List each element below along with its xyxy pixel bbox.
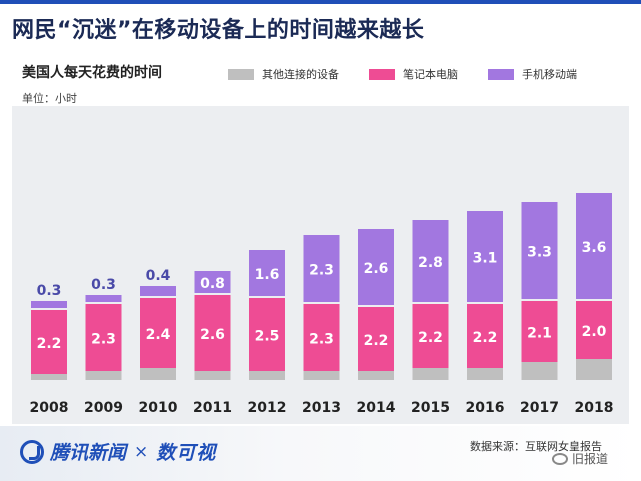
x-tick-label-2017: 2017	[520, 400, 559, 416]
x-tick-label-2018: 2018	[575, 400, 614, 416]
brand-separator: ×	[134, 441, 149, 462]
data-label-2012-series-1: 2.5	[255, 329, 280, 345]
data-label-2015-series-1: 2.2	[418, 330, 443, 346]
chart-legend: 其他连接的设备 笔记本电脑 手机移动端	[228, 66, 577, 82]
bar-2008-series-0	[31, 374, 67, 380]
bar-2010-series-0	[140, 368, 176, 380]
data-source: 数据来源：互联网女皇报告	[470, 440, 602, 453]
x-tick-label-2013: 2013	[302, 400, 341, 416]
data-label-2017-series-1: 2.1	[527, 326, 552, 342]
tencent-news-logo-icon	[20, 439, 44, 464]
brand: 腾讯新闻 × 数可视	[20, 438, 216, 465]
data-label-2017-series-2: 3.3	[527, 245, 552, 261]
brand-name: 腾讯新闻	[50, 442, 127, 464]
bar-2018-series-0	[576, 359, 612, 380]
bar-2017-series-0	[521, 362, 558, 380]
partner-name: 数可视	[156, 442, 217, 464]
bar-2009-series-1	[85, 304, 122, 371]
data-label-2016-series-1: 2.2	[473, 330, 498, 346]
footer: 腾讯新闻 × 数可视 数据来源：互联网女皇报告 旧报道	[0, 426, 641, 481]
top-accent-bar	[0, 0, 641, 4]
legend-swatch-laptop	[369, 68, 395, 80]
x-tick-label-2016: 2016	[466, 400, 505, 416]
data-label-2015-series-2: 2.8	[418, 255, 443, 271]
data-label-2018-series-1: 2.0	[582, 324, 607, 340]
legend-item-mobile: 手机移动端	[488, 66, 577, 82]
page-title: 网民“沉迷”在移动设备上的时间越来越长	[12, 18, 425, 43]
legend-swatch-mobile	[488, 68, 514, 80]
bar-2014-series-2	[358, 229, 394, 305]
bar-2018-series-2	[576, 193, 612, 299]
wechat-icon	[552, 452, 568, 465]
legend-item-other: 其他连接的设备	[228, 66, 339, 82]
data-label-2010-series-1: 2.4	[146, 327, 171, 343]
bar-2016-series-1	[467, 304, 503, 368]
bar-2008-series-2	[31, 301, 67, 308]
unit-label: 单位：小时	[22, 92, 77, 105]
data-label-2008-series-1: 2.2	[37, 336, 62, 352]
data-label-2013-series-1: 2.3	[309, 332, 334, 348]
bar-2014-series-0	[358, 371, 394, 380]
bar-2009-series-2	[85, 295, 122, 302]
data-label-2013-series-2: 2.3	[309, 263, 334, 279]
bar-2013-series-1	[303, 304, 340, 371]
x-tick-label-2008: 2008	[30, 400, 69, 416]
x-tick-label-2015: 2015	[411, 400, 450, 416]
data-label-2012-series-2: 1.6	[255, 267, 280, 283]
data-label-2010-series-2: 0.4	[146, 268, 171, 284]
footer-band	[0, 426, 641, 481]
bar-2011-series-0	[194, 371, 231, 380]
legend-label-mobile: 手机移动端	[522, 68, 577, 81]
data-label-2014-series-1: 2.2	[364, 333, 389, 349]
chart-title: 美国人每天花费的时间	[22, 65, 162, 81]
bar-2010-series-1	[140, 298, 176, 368]
data-label-2009-series-2: 0.3	[91, 277, 116, 293]
watermark: 旧报道	[552, 450, 608, 467]
bar-2009-series-0	[85, 371, 122, 380]
legend-item-laptop: 笔记本电脑	[369, 66, 458, 82]
bar-2015-series-2	[412, 220, 449, 302]
bar-2018-series-1	[576, 301, 612, 359]
bar-2008-series-1	[31, 310, 67, 374]
legend-label-laptop: 笔记本电脑	[403, 68, 458, 81]
data-label-2008-series-2: 0.3	[37, 283, 62, 299]
chart-area: 0.22.20.320080.32.30.320090.42.40.420100…	[12, 106, 629, 424]
bar-2017-series-1	[521, 301, 558, 362]
bar-2012-series-0	[249, 371, 285, 380]
bar-2012-series-1	[249, 298, 285, 371]
data-label-2009-series-1: 2.3	[91, 332, 116, 348]
bar-2017-series-2	[521, 202, 558, 299]
data-label-2011-series-2: 0.8	[200, 276, 225, 292]
bar-2016-series-2	[467, 211, 503, 302]
x-tick-label-2014: 2014	[357, 400, 396, 416]
bar-2011-series-1	[194, 295, 231, 371]
watermark-label: 旧报道	[572, 452, 609, 466]
bar-2013-series-2	[303, 235, 340, 302]
x-tick-label-2009: 2009	[84, 400, 123, 416]
stacked-bar-chart: 0.22.20.320080.32.30.320090.42.40.420100…	[30, 193, 614, 416]
bar-2013-series-0	[303, 371, 340, 380]
data-label-2018-series-2: 3.6	[582, 240, 607, 256]
legend-swatch-other	[228, 68, 254, 80]
x-tick-label-2011: 2011	[193, 400, 232, 416]
data-label-2016-series-2: 3.1	[473, 251, 498, 267]
data-label-2014-series-2: 2.6	[364, 261, 389, 277]
x-tick-label-2010: 2010	[139, 400, 178, 416]
bar-2015-series-1	[412, 304, 449, 368]
bar-2016-series-0	[467, 368, 503, 380]
bar-2011-series-2	[194, 271, 231, 293]
bar-2010-series-2	[140, 286, 176, 296]
bar-2014-series-1	[358, 307, 394, 371]
data-label-2011-series-1: 2.6	[200, 327, 225, 343]
bar-2012-series-2	[249, 250, 285, 296]
x-tick-label-2012: 2012	[248, 400, 287, 416]
bar-2015-series-0	[412, 368, 449, 380]
legend-label-other: 其他连接的设备	[262, 68, 339, 81]
